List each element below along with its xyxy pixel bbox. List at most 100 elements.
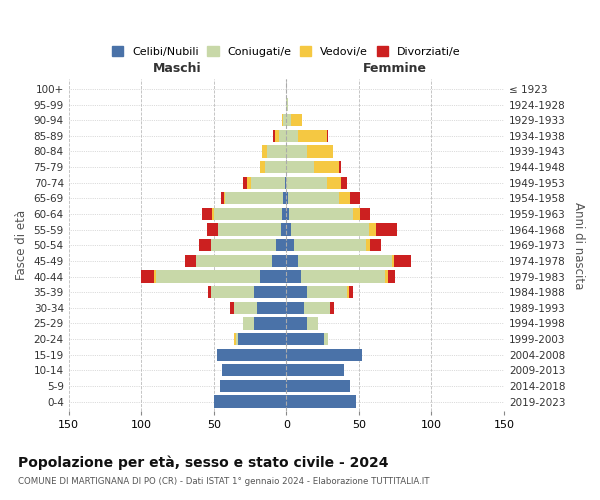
Bar xyxy=(281,224,286,235)
Bar xyxy=(286,176,327,189)
Y-axis label: Fasce di età: Fasce di età xyxy=(15,210,28,280)
Bar xyxy=(293,239,366,252)
Bar xyxy=(238,333,286,345)
Bar xyxy=(366,239,370,252)
Bar xyxy=(286,98,288,110)
Bar xyxy=(265,161,286,173)
Bar xyxy=(286,146,307,158)
Bar xyxy=(286,348,362,361)
Bar xyxy=(217,348,286,361)
Bar xyxy=(221,192,224,204)
Bar xyxy=(226,192,283,204)
Bar xyxy=(347,286,349,298)
Bar xyxy=(327,130,328,142)
Bar xyxy=(254,286,286,298)
Bar xyxy=(376,224,397,235)
Bar xyxy=(251,176,285,189)
Bar xyxy=(307,146,333,158)
Bar xyxy=(223,364,286,376)
Bar xyxy=(307,286,347,298)
Bar xyxy=(220,380,286,392)
Bar xyxy=(212,208,214,220)
Bar xyxy=(196,255,272,267)
Bar xyxy=(286,302,304,314)
Bar xyxy=(214,208,282,220)
Bar xyxy=(290,114,302,126)
Bar xyxy=(298,130,327,142)
Bar xyxy=(330,302,334,314)
Bar xyxy=(286,318,307,330)
Bar xyxy=(243,176,247,189)
Bar xyxy=(275,130,279,142)
Bar xyxy=(289,208,353,220)
Bar xyxy=(218,224,281,235)
Bar xyxy=(324,333,328,345)
Bar xyxy=(304,302,330,314)
Bar xyxy=(211,239,276,252)
Bar xyxy=(394,255,411,267)
Legend: Celibi/Nubili, Coniugati/e, Vedovi/e, Divorziati/e: Celibi/Nubili, Coniugati/e, Vedovi/e, Di… xyxy=(107,42,465,62)
Bar xyxy=(243,318,254,330)
Bar xyxy=(349,286,353,298)
Bar xyxy=(234,333,236,345)
Bar xyxy=(156,270,260,282)
Bar xyxy=(211,286,254,298)
Y-axis label: Anni di nascita: Anni di nascita xyxy=(572,202,585,289)
Bar xyxy=(154,270,156,282)
Bar xyxy=(298,255,392,267)
Bar xyxy=(279,130,286,142)
Bar xyxy=(236,333,238,345)
Bar xyxy=(230,302,234,314)
Bar xyxy=(286,208,289,220)
Bar xyxy=(185,255,196,267)
Bar xyxy=(286,161,314,173)
Bar xyxy=(283,192,286,204)
Bar xyxy=(288,192,338,204)
Bar xyxy=(254,318,286,330)
Bar xyxy=(214,396,286,407)
Bar xyxy=(361,208,370,220)
Bar xyxy=(260,270,286,282)
Bar xyxy=(141,270,154,282)
Bar xyxy=(283,114,286,126)
Bar xyxy=(353,208,361,220)
Bar xyxy=(369,224,376,235)
Bar xyxy=(286,224,290,235)
Bar xyxy=(272,255,286,267)
Bar xyxy=(206,224,218,235)
Bar xyxy=(224,192,226,204)
Text: Popolazione per età, sesso e stato civile - 2024: Popolazione per età, sesso e stato civil… xyxy=(18,455,389,469)
Text: COMUNE DI MARTIGNANA DI PO (CR) - Dati ISTAT 1° gennaio 2024 - Elaborazione TUTT: COMUNE DI MARTIGNANA DI PO (CR) - Dati I… xyxy=(18,478,430,486)
Bar xyxy=(234,302,257,314)
Bar xyxy=(338,161,341,173)
Bar xyxy=(286,396,356,407)
Bar xyxy=(262,146,268,158)
Bar xyxy=(327,176,341,189)
Bar xyxy=(314,161,338,173)
Bar xyxy=(202,208,212,220)
Bar xyxy=(286,380,350,392)
Bar xyxy=(286,333,324,345)
Bar xyxy=(388,270,395,282)
Bar xyxy=(286,255,298,267)
Bar xyxy=(286,192,288,204)
Bar xyxy=(385,270,388,282)
Bar xyxy=(268,146,286,158)
Bar xyxy=(286,239,293,252)
Bar xyxy=(286,286,307,298)
Bar xyxy=(285,176,286,189)
Bar xyxy=(286,130,298,142)
Bar xyxy=(260,161,265,173)
Bar xyxy=(208,286,211,298)
Bar xyxy=(370,239,380,252)
Text: Femmine: Femmine xyxy=(363,62,427,75)
Bar xyxy=(282,114,283,126)
Bar xyxy=(247,176,251,189)
Bar xyxy=(286,270,301,282)
Bar xyxy=(307,318,318,330)
Bar xyxy=(301,270,385,282)
Bar xyxy=(257,302,286,314)
Bar xyxy=(273,130,275,142)
Bar xyxy=(338,192,350,204)
Bar xyxy=(286,114,290,126)
